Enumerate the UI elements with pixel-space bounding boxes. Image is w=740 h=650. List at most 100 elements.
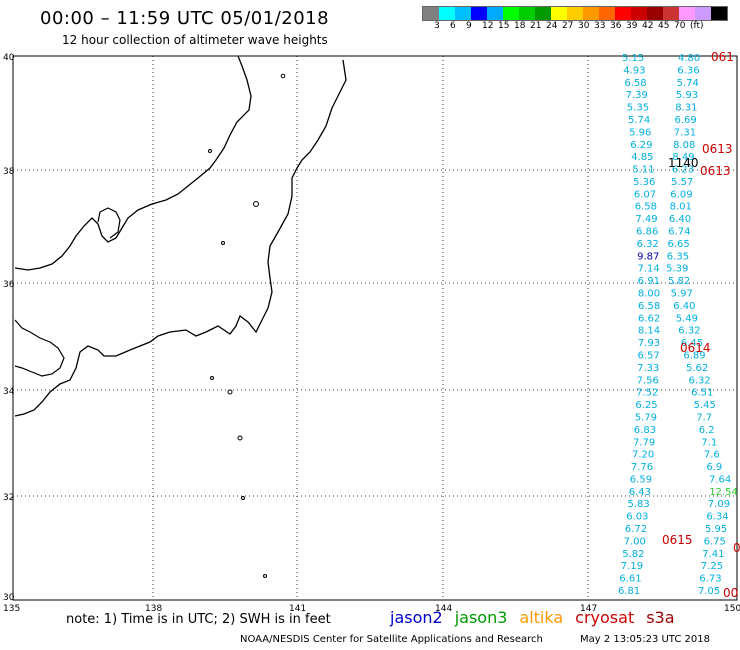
- legend-swatch: [487, 7, 503, 20]
- island: [237, 435, 243, 441]
- swh-value: 7.79: [633, 437, 655, 448]
- legend-swatch: [567, 7, 583, 20]
- swh-value: 8.08: [673, 140, 695, 151]
- coastline-pacific: [14, 59, 347, 417]
- satellite-cryosat: cryosat: [575, 608, 635, 627]
- swh-value: 7.76: [631, 462, 653, 473]
- swh-value: 7.41: [702, 549, 724, 560]
- satellite-jason3: jason3: [454, 608, 508, 627]
- legend-label: 15: [498, 21, 510, 31]
- swh-value: 5.11: [632, 165, 654, 176]
- legend-swatch: [647, 7, 663, 20]
- swh-value: 6.58: [638, 301, 660, 312]
- swh-value: 6.65: [668, 239, 690, 250]
- swh-value: 6.73: [699, 574, 721, 585]
- swh-value: 5.39: [666, 264, 688, 275]
- swh-value: 5.97: [671, 289, 693, 300]
- legend-label: 36: [610, 21, 622, 31]
- satellite-jason2: jason2: [390, 608, 443, 627]
- legend-label: 12: [482, 21, 494, 31]
- island: [227, 389, 233, 395]
- swh-value: 5.79: [635, 413, 657, 424]
- credit-timestamp: May 2 13:05:23 UTC 2018: [580, 634, 710, 645]
- swh-value: 5.82: [668, 276, 690, 287]
- legend-swatch: [599, 7, 615, 20]
- lat-label: 40: [3, 53, 15, 63]
- swh-value: 6.36: [677, 65, 699, 76]
- legend-label: 42: [642, 21, 654, 31]
- swh-value: 6.83: [634, 425, 656, 436]
- legend-swatch: [711, 7, 727, 20]
- swh-value: 6.07: [634, 189, 656, 200]
- legend-swatch: [695, 7, 711, 20]
- swh-value: 9.87: [637, 251, 659, 262]
- swh-value: 4.85: [631, 152, 653, 163]
- legend-label: 33: [594, 21, 606, 31]
- lon-label: 144: [435, 604, 452, 614]
- coastline-noto: [97, 207, 121, 239]
- swh-value: 6.81: [618, 586, 640, 597]
- legend-swatch: [631, 7, 647, 20]
- pass-label: 00: [723, 586, 738, 600]
- lon-label: 150: [724, 604, 740, 614]
- satellite-altika: altika: [519, 608, 564, 627]
- lon-label: 135: [3, 604, 20, 614]
- swh-value: 7.00: [624, 536, 646, 547]
- satellite-s3a: s3a: [646, 608, 675, 627]
- swh-value: 6.91: [638, 276, 660, 287]
- pass-label: 0: [733, 541, 740, 555]
- swh-value: 6.03: [626, 512, 648, 523]
- swh-value: 6.72: [625, 524, 647, 535]
- swh-value: 6.09: [670, 189, 692, 200]
- island: [280, 73, 286, 79]
- legend-swatch: [615, 7, 631, 20]
- axis-labels: 40 38 36 34 32 30 135 138 141 144 147 15…: [3, 53, 740, 614]
- swh-value: 6.40: [673, 301, 695, 312]
- swh-value: 6.57: [638, 351, 660, 362]
- island: [208, 149, 212, 153]
- lon-label: 141: [289, 604, 306, 614]
- swh-value: 6.74: [668, 227, 690, 238]
- swh-value: 7.20: [632, 450, 654, 461]
- swh-value: 5.45: [694, 400, 716, 411]
- swh-value: 6.23: [672, 165, 694, 176]
- track-right-values: 4.806.36 5.745.93 8.316.697.31 8.088.49 6.23…: [666, 53, 738, 597]
- pass-label: 1140: [668, 156, 699, 170]
- swh-value: 6.25: [635, 400, 657, 411]
- footnote: note: 1) Time is in UTC; 2) SWH is in fe…: [66, 612, 331, 627]
- swh-value: 8.49: [672, 152, 694, 163]
- swh-value: 6.58: [635, 202, 657, 213]
- lat-label: 36: [3, 280, 15, 290]
- swh-value: 5.96: [629, 127, 651, 138]
- swh-value: 4.80: [678, 53, 700, 64]
- legend-label: 70: [674, 21, 686, 31]
- swh-value: 6.86: [636, 227, 658, 238]
- swh-value: 7.56: [637, 375, 659, 386]
- swh-value: 6.40: [669, 214, 691, 225]
- map-subtitle: 12 hour collection of altimeter wave hei…: [62, 33, 328, 47]
- credit-line: NOAA/NESDIS Center for Satellite Applica…: [240, 634, 543, 645]
- legend-swatch: [663, 7, 679, 20]
- legend-label: (ft): [690, 21, 704, 31]
- swh-value: 5.57: [671, 177, 693, 188]
- swh-value: 7.25: [701, 561, 723, 572]
- swh-value: 6.89: [683, 351, 705, 362]
- island: [221, 241, 225, 245]
- swh-value: 5.82: [622, 549, 644, 560]
- pass-label: 0615: [662, 533, 693, 547]
- swh-value: 7.7: [696, 413, 712, 424]
- swh-value: 5.35: [627, 103, 649, 114]
- swh-value: 8.01: [670, 202, 692, 213]
- island: [210, 376, 214, 380]
- pass-label: 0613: [702, 142, 733, 156]
- color-legend-bar: [422, 6, 728, 21]
- swh-value: 7.39: [626, 90, 648, 101]
- swh-value: 8.00: [638, 289, 660, 300]
- swh-value: 6.32: [678, 326, 700, 337]
- island: [253, 201, 259, 207]
- swh-value: 7.93: [638, 338, 660, 349]
- swh-value: 8.31: [675, 103, 697, 114]
- track-left-values: 5.154.936.587.395.355.745.966.294.855.11…: [618, 53, 660, 597]
- swh-value: 5.36: [633, 177, 655, 188]
- swh-value: 6.61: [619, 574, 641, 585]
